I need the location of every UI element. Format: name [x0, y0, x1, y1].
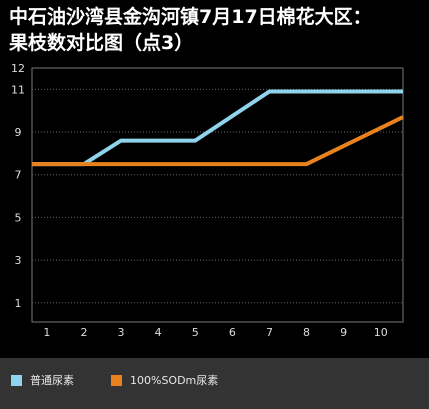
x-tick-label: 10: [374, 326, 388, 339]
x-tick-label: 3: [118, 326, 125, 339]
legend-item-series-a[interactable]: 普通尿素: [11, 373, 74, 387]
series-line-b: [32, 115, 404, 167]
legend-item-series-b[interactable]: 100%SODm尿素: [111, 373, 218, 387]
y-tick-label: 9: [15, 126, 22, 139]
x-tick-label: 6: [229, 326, 236, 339]
x-tick-label: 5: [192, 326, 199, 339]
chart-title: 中石油沙湾县金沟河镇7月17日棉花大区： 果枝数对比图（点3）: [9, 4, 425, 56]
legend-label-series-a: 普通尿素: [30, 374, 74, 387]
y-tick-label: 1: [15, 297, 22, 310]
legend-label-series-b: 100%SODm尿素: [130, 374, 219, 387]
y-tick-label: 3: [15, 254, 22, 267]
x-tick-label: 7: [266, 326, 273, 339]
y-tick-label: 5: [15, 211, 22, 224]
y-tick-label: 12: [11, 62, 25, 75]
title-line-1: 中石油沙湾县金沟河镇7月17日棉花大区：: [9, 6, 372, 28]
legend: 普通尿素 100%SODm尿素: [0, 358, 429, 409]
x-tick-label: 9: [340, 326, 347, 339]
x-tick-label: 4: [155, 326, 162, 339]
y-tick-label: 11: [11, 83, 25, 96]
legend-swatch-series-a: [11, 374, 22, 386]
plot-area: [31, 67, 404, 323]
title-line-2: 果枝数对比图（点3）: [9, 32, 194, 54]
x-tick-label: 2: [80, 326, 87, 339]
x-tick-label: 1: [43, 326, 50, 339]
y-tick-label: 7: [15, 169, 22, 182]
x-tick-label: 8: [303, 326, 310, 339]
legend-swatch-series-b: [111, 374, 122, 386]
series-line-a: [32, 89, 403, 167]
